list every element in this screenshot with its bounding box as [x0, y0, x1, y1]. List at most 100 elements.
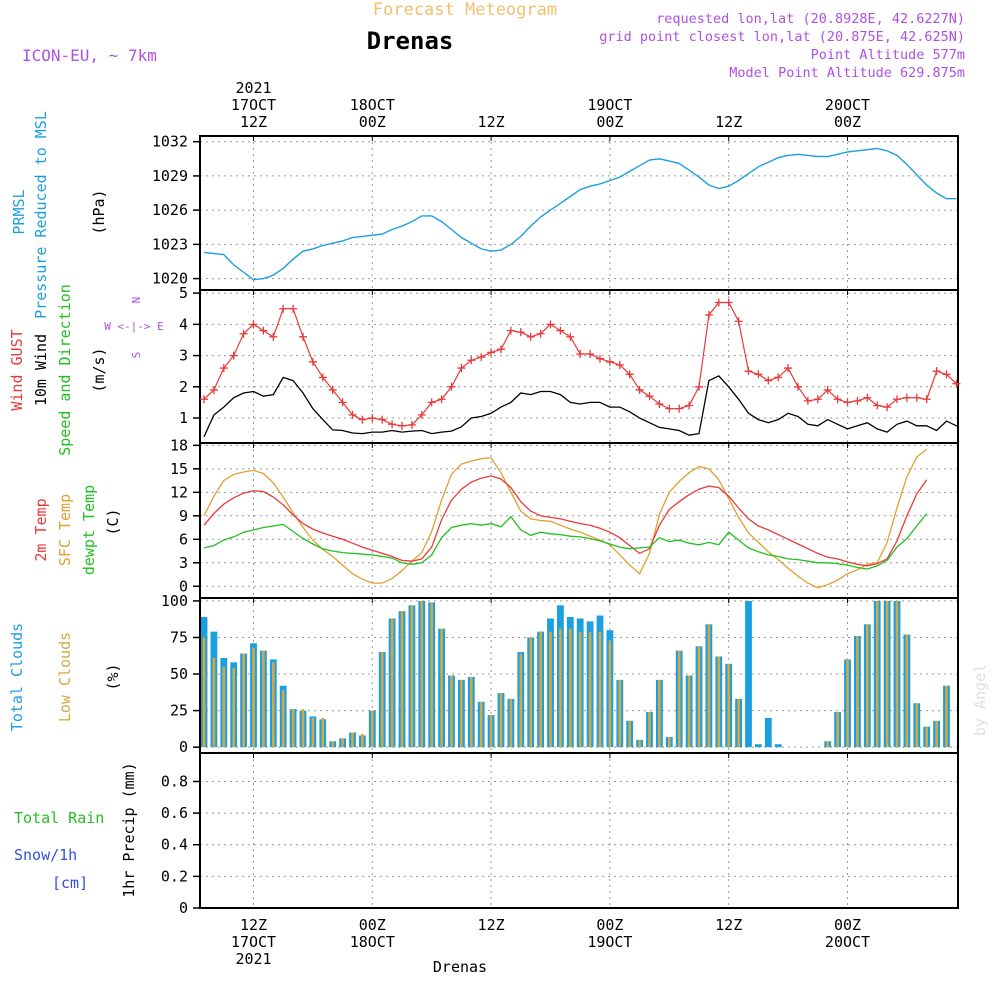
- gust-marker: [942, 370, 951, 379]
- gust-marker: [863, 393, 872, 402]
- low-cloud-bar: [420, 600, 424, 748]
- compass-s: S: [130, 352, 143, 359]
- low-cloud-bar: [262, 650, 265, 748]
- low-cloud-bar: [618, 679, 622, 748]
- low-cloud-bar: [895, 600, 899, 748]
- location-title: Drenas: [367, 27, 454, 55]
- y-tick-label: 1032: [152, 133, 188, 151]
- gust-marker: [635, 385, 644, 394]
- gust-marker: [744, 367, 753, 376]
- time-label-bottom: 00Z: [359, 916, 386, 934]
- compass-we: W <-|-> E: [104, 320, 164, 333]
- low-cloud-bar: [578, 631, 582, 748]
- ms-label: (m/s): [90, 347, 108, 392]
- y-tick-label: 5: [179, 284, 188, 302]
- gust-marker: [605, 357, 614, 366]
- gust-marker: [477, 353, 486, 362]
- gust-marker: [209, 385, 218, 394]
- gust-line: [203, 301, 958, 427]
- time-label-top: 00Z: [834, 113, 861, 131]
- y-tick-label: 1029: [152, 167, 188, 185]
- snow-label: Snow/1h: [14, 846, 77, 864]
- low-cloud-bar: [529, 637, 532, 748]
- low-cloud-bar: [499, 693, 503, 748]
- y-tick-label: 25: [170, 702, 188, 720]
- low-cloud-bar: [509, 698, 513, 748]
- gust-marker: [794, 382, 802, 391]
- time-label-bottom: 19OCT: [587, 933, 632, 951]
- low-cloud-bar: [242, 653, 245, 748]
- low-cloud-bar: [380, 652, 384, 748]
- gust-marker: [467, 356, 476, 365]
- model-label: ICON-EU, ~ 7km: [22, 46, 157, 65]
- wind-label: 10m Wind: [32, 334, 50, 406]
- low-cloud-bar: [687, 675, 691, 748]
- panel-frame: [199, 442, 959, 599]
- sfc-temp-label: SFC Temp: [56, 494, 74, 566]
- y-tick-label: 0: [179, 577, 188, 595]
- gust-marker: [407, 420, 416, 429]
- y-tick-label: 1026: [152, 201, 188, 219]
- watermark: by Angel: [971, 664, 989, 736]
- gust-marker: [902, 393, 911, 402]
- low-cloud-bar: [638, 739, 641, 748]
- time-label-bottom: 12Z: [715, 916, 742, 934]
- gust-marker: [546, 320, 555, 329]
- gust-marker: [219, 364, 228, 373]
- pressure-line: [203, 147, 957, 281]
- gust-marker: [724, 298, 733, 307]
- y-tick-label: 75: [170, 628, 188, 646]
- y-tick-label: 0.2: [161, 867, 188, 885]
- time-label-bottom: 00Z: [834, 916, 861, 934]
- requested-coords: requested lon,lat (20.8928E, 42.6227N): [656, 11, 965, 27]
- gust-marker: [289, 304, 298, 313]
- y-tick-label: 3: [179, 554, 188, 572]
- gust-marker: [437, 395, 446, 404]
- total-cloud-bar: [774, 744, 782, 748]
- low-cloud-bar: [331, 741, 334, 748]
- gust-marker: [269, 332, 278, 341]
- panel-frame: [199, 135, 959, 291]
- low-cloud-bar: [341, 738, 344, 748]
- gust-marker: [823, 385, 832, 394]
- total-rain-label: Total Rain: [14, 809, 104, 827]
- gust-marker: [883, 403, 892, 412]
- low-cloud-bar: [400, 611, 404, 748]
- time-label-bottom: 12Z: [478, 916, 505, 934]
- time-label-top: 12Z: [240, 113, 267, 131]
- low-cloud-bar: [559, 628, 562, 748]
- low-cloud-bar: [668, 736, 671, 748]
- temp2m-label: 2m Temp: [32, 498, 50, 561]
- gust-marker: [754, 370, 763, 379]
- gust-marker: [912, 393, 921, 402]
- time-label-top: 18OCT: [350, 96, 395, 114]
- prmsl-label: PRMSL: [10, 189, 28, 234]
- gust-marker: [308, 357, 317, 366]
- gust-marker: [487, 348, 496, 357]
- low-cloud-bar: [727, 663, 730, 748]
- low-cloud-bar: [677, 650, 681, 748]
- low-cloud-bar: [281, 690, 285, 748]
- y-tick-label: 0.4: [161, 836, 188, 854]
- dewpt-label: dewpt Temp: [80, 485, 98, 575]
- gust-marker: [655, 399, 664, 408]
- gust-marker: [457, 364, 466, 373]
- 2m-temp-line: [203, 475, 928, 567]
- gust-marker: [259, 326, 268, 335]
- gust-marker: [318, 373, 327, 382]
- total-cloud-bar: [764, 717, 772, 748]
- low-cloud-bar: [905, 634, 909, 748]
- gust-marker: [803, 396, 812, 405]
- y-tick-label: 0.6: [161, 804, 188, 822]
- total-clouds-label: Total Clouds: [8, 623, 26, 731]
- hpa-label: (hPa): [90, 189, 108, 234]
- gust-marker: [516, 328, 525, 337]
- grid-point-coords: grid point closest lon,lat (20.875E, 42.…: [599, 29, 965, 45]
- total-cloud-bar: [745, 600, 752, 748]
- compass-rose: N W <-|-> E S: [104, 297, 164, 359]
- y-tick-label: 3: [179, 347, 188, 365]
- gust-marker: [506, 326, 515, 335]
- low-cloud-bar: [875, 600, 879, 748]
- low-cloud-bar: [569, 628, 572, 748]
